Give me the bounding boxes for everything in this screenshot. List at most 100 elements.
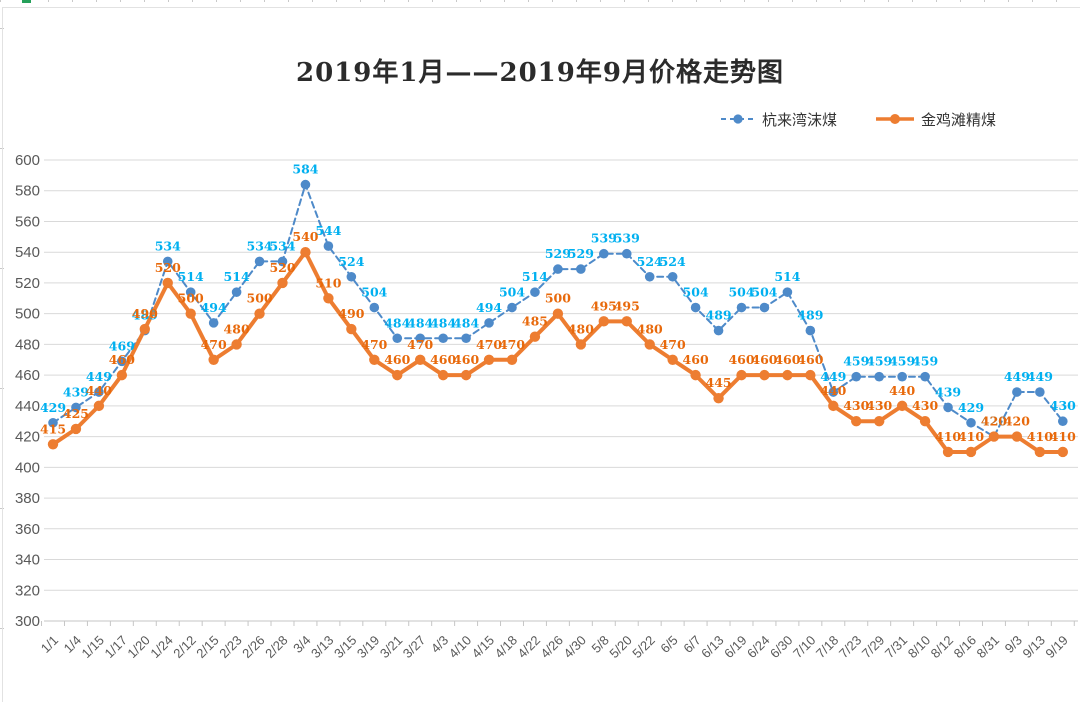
data-point-marker [874,371,884,382]
svg-text:495: 495 [591,298,617,313]
data-point-marker [94,387,104,397]
svg-text:534: 534 [269,238,295,253]
chart-legend: 杭来湾沫煤 金鸡滩精煤 [720,106,1040,132]
blue-series-hanglaiwan[interactable] [48,179,1068,442]
svg-text:439: 439 [935,384,961,399]
svg-text:495: 495 [614,298,640,313]
data-point-marker [1058,416,1068,427]
svg-text:529: 529 [545,246,571,261]
svg-text:524: 524 [660,254,686,269]
svg-text:544: 544 [315,223,341,238]
data-point-marker [805,325,816,336]
data-point-marker [139,323,150,335]
data-point-marker [438,333,448,344]
svg-text:4/15: 4/15 [469,633,498,662]
data-point-marker [506,354,518,365]
legend-label-jinjitan: 金鸡滩精煤 [921,110,997,129]
svg-text:430: 430 [866,398,892,413]
svg-text:8/12: 8/12 [928,633,957,662]
svg-text:484: 484 [430,315,456,330]
svg-text:520: 520 [15,275,40,292]
svg-text:6/19: 6/19 [721,633,750,662]
svg-text:600: 600 [15,152,40,169]
svg-text:6/5: 6/5 [657,633,680,656]
data-point-marker [782,287,793,297]
data-point-marker [644,339,655,350]
svg-text:4/18: 4/18 [492,633,521,662]
svg-text:510: 510 [315,275,341,290]
svg-text:520: 520 [269,260,295,275]
data-point-marker [966,417,976,428]
chart-object-border [2,7,1080,702]
svg-text:520: 520 [155,260,181,275]
svg-text:360: 360 [15,521,40,538]
svg-text:449: 449 [820,369,846,384]
blue-dashed-series-marker-icon [720,110,756,129]
svg-text:514: 514 [774,269,800,284]
data-point-marker [346,271,357,282]
data-point-marker [919,416,931,427]
data-point-marker [254,308,265,319]
svg-text:534: 534 [155,238,181,253]
svg-text:460: 460 [728,352,754,367]
data-point-marker [874,416,885,427]
data-point-marker [1057,446,1069,458]
data-point-marker [599,248,609,259]
blue-series-data-labels: 4294394494694895345144945145345345845445… [40,162,1076,429]
data-point-marker [736,302,747,313]
data-point-marker [965,446,977,458]
svg-text:410: 410 [935,429,961,444]
svg-text:400: 400 [15,459,40,476]
data-point-marker [598,316,609,327]
legend-item-jinjitan[interactable]: 金鸡滩精煤 [875,109,996,130]
data-point-marker [392,333,403,344]
data-point-marker [117,356,127,367]
data-point-marker [392,369,403,381]
data-point-marker [759,302,770,313]
svg-text:6/13: 6/13 [698,633,727,662]
svg-text:560: 560 [15,213,40,230]
svg-text:7/18: 7/18 [813,633,842,662]
data-point-marker [231,339,242,350]
svg-text:2/15: 2/15 [193,633,222,662]
svg-text:449: 449 [1027,369,1053,384]
data-point-marker [208,354,219,365]
svg-text:2/26: 2/26 [239,633,268,662]
data-point-marker [896,400,908,412]
svg-text:580: 580 [15,183,40,200]
svg-text:504: 504 [751,285,777,300]
svg-text:4/26: 4/26 [538,633,567,662]
svg-text:7/31: 7/31 [882,633,911,662]
svg-text:440: 440 [86,383,112,398]
svg-text:440: 440 [889,383,915,398]
svg-text:420: 420 [981,414,1007,429]
svg-text:3/13: 3/13 [308,633,337,662]
svg-text:539: 539 [591,231,617,246]
svg-text:449: 449 [86,369,112,384]
svg-text:500: 500 [247,291,273,306]
legend-item-hanglaiwan[interactable]: 杭来湾沫煤 [720,109,837,130]
data-point-marker [208,318,219,328]
x-axis-ticks [41,621,1075,626]
svg-text:504: 504 [499,285,525,300]
svg-text:460: 460 [15,367,40,384]
gridlines [44,159,1078,622]
svg-text:445: 445 [706,375,732,390]
sheet-column-border-ticks [0,0,1080,2]
orange-series-jinjitan[interactable] [47,247,1069,458]
svg-text:494: 494 [476,300,502,315]
data-point-marker [713,392,724,404]
data-point-marker [300,247,311,258]
data-point-marker [736,369,747,381]
svg-text:410: 410 [958,429,984,444]
chart-title[interactable]: 2019年1月——2019年9月价格走势图 [296,58,784,88]
data-point-marker [690,369,701,381]
svg-text:1/24: 1/24 [147,633,176,662]
svg-text:514: 514 [178,269,204,284]
data-point-marker [300,179,311,190]
sheet-selected-column-tick [22,0,31,3]
data-point-marker [460,369,472,381]
data-point-marker [851,371,862,382]
